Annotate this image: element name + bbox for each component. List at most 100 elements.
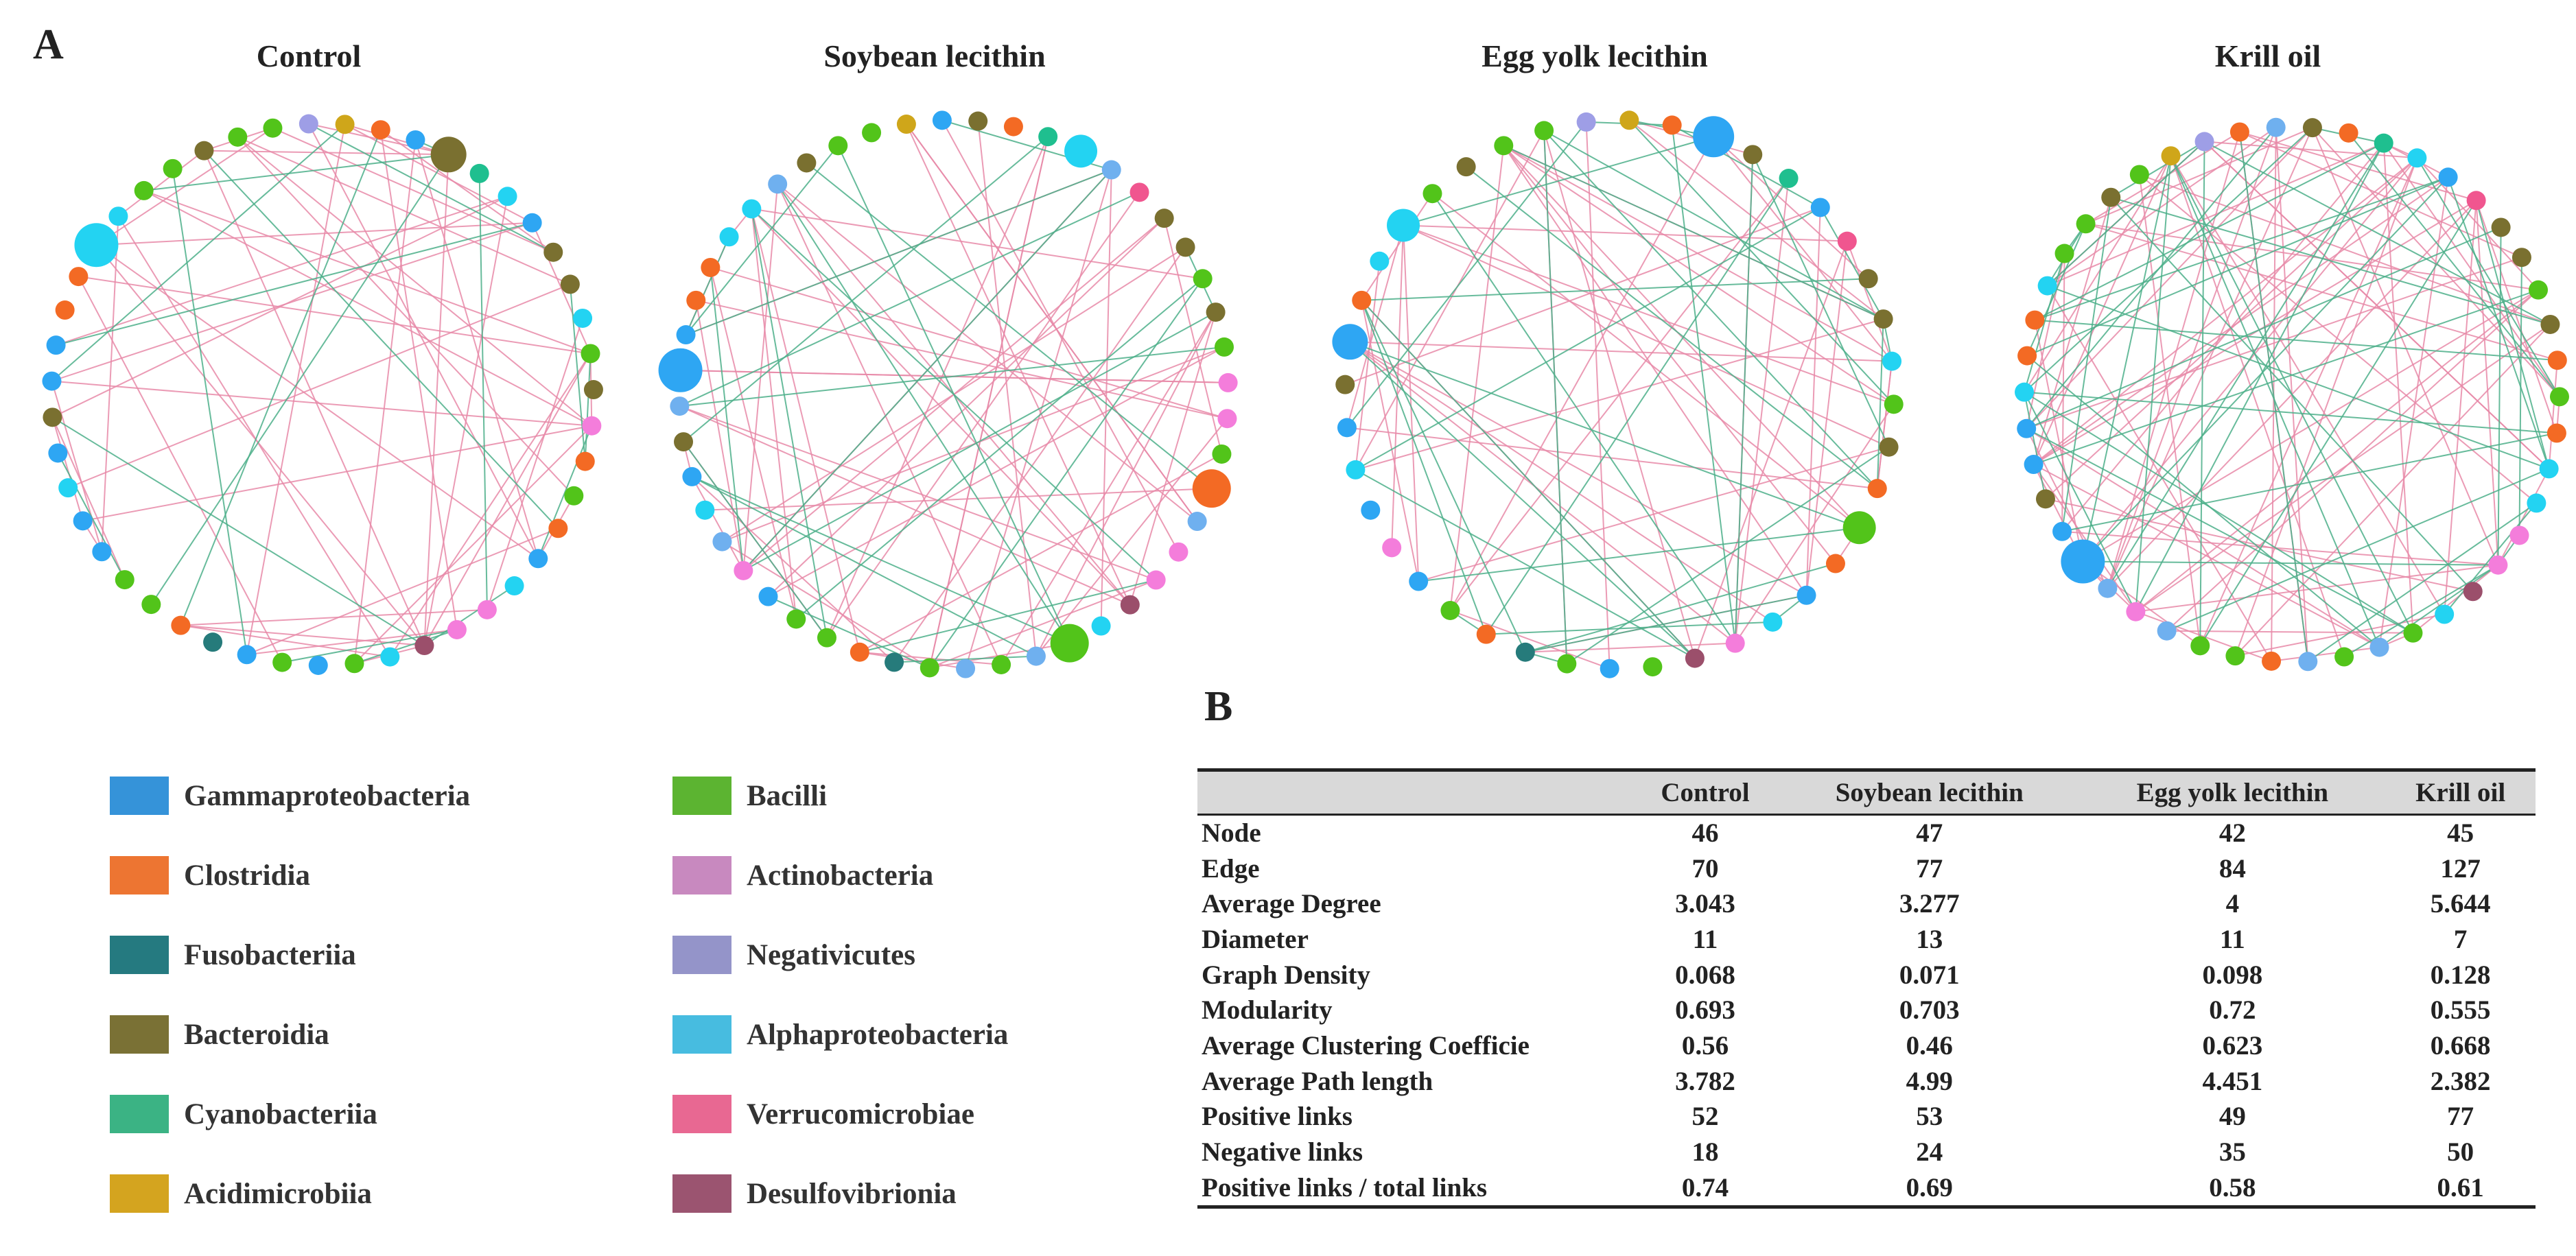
network-title-egg-yolk: Egg yolk lecithin: [1482, 38, 1708, 73]
network-node: [2374, 133, 2393, 153]
negative-link: [478, 173, 488, 610]
negative-link: [2110, 141, 2205, 198]
negative-link: [691, 476, 1070, 644]
positive-link: [1346, 225, 1404, 428]
positive-link: [1403, 224, 1847, 242]
network-metrics-table: Control Soybean lecithin Egg yolk lecith…: [1197, 768, 2536, 1209]
positive-link: [2026, 427, 2380, 648]
table-cell: 11: [1692, 925, 1718, 955]
legend-item: Verrucomicrobiae: [672, 1093, 974, 1135]
network-node: [742, 199, 762, 219]
positive-link: [51, 381, 103, 552]
negative-link: [143, 154, 449, 191]
positive-link: [679, 405, 1157, 581]
table-row-label: Negative links: [1202, 1137, 1363, 1168]
table-cell: 127: [2440, 853, 2481, 884]
negative-link: [150, 154, 449, 605]
legend-swatch: [672, 936, 731, 974]
positive-link: [237, 136, 571, 285]
network-node: [1810, 198, 1830, 217]
network-node: [1026, 646, 1046, 666]
network-node: [1218, 372, 1238, 392]
negative-link: [1876, 319, 1884, 489]
legend-swatch: [110, 856, 169, 894]
network-node: [1779, 169, 1799, 189]
positive-link: [2047, 126, 2277, 287]
positive-link: [67, 283, 571, 489]
network-node: [2334, 647, 2354, 667]
network-node: [1335, 375, 1355, 394]
network-node: [2017, 346, 2037, 366]
legend-label: Fusobacteriia: [184, 938, 356, 971]
positive-link: [751, 209, 860, 652]
positive-link: [777, 183, 1198, 522]
table-header-row: Control Soybean lecithin Egg yolk lecith…: [1197, 770, 2536, 815]
positive-link: [2024, 155, 2172, 393]
positive-link: [2378, 177, 2449, 648]
legend-item: Cyanobacteriia: [110, 1093, 377, 1135]
table-row: Average Clustering Coefficie 0.56 0.46 0.62…: [1197, 1028, 2536, 1064]
negative-link: [2307, 502, 2537, 663]
network-node: [1515, 642, 1535, 662]
network-node: [497, 187, 517, 206]
positive-link: [1846, 241, 1893, 362]
positive-link: [767, 217, 1165, 597]
table-header-egg-yolk: Egg yolk lecithin: [2136, 778, 2329, 807]
positive-link: [2412, 564, 2499, 634]
table-cell: 0.703: [1899, 995, 1960, 1026]
network-node: [528, 549, 548, 569]
legend-label: Verrucomicrobiae: [747, 1098, 974, 1130]
network-node: [2194, 132, 2214, 152]
network-node: [695, 500, 715, 520]
positive-link: [308, 123, 449, 156]
positive-link: [2033, 155, 2172, 465]
negative-link: [806, 162, 1213, 489]
network-node: [719, 227, 739, 247]
positive-link: [1450, 610, 1611, 670]
table-row: Average Degree 3.043 3.277 4 5.644: [1197, 886, 2536, 922]
positive-link: [2061, 253, 2065, 532]
panel-label-a: A: [33, 21, 64, 68]
network-node: [734, 560, 753, 580]
positive-link: [1503, 145, 1836, 565]
negative-link: [2061, 432, 2557, 532]
legend-item: Bacilli: [672, 775, 827, 816]
table-cell: 70: [1691, 853, 1719, 884]
network-node: [2052, 521, 2072, 541]
network-node: [2466, 191, 2486, 211]
legend-item: Actinobacteria: [672, 855, 933, 896]
network-node: [1169, 542, 1189, 562]
network-node: [2037, 276, 2057, 296]
network-node: [1643, 657, 1663, 677]
positive-link: [1629, 119, 1753, 156]
network-node: [504, 576, 524, 596]
negative-link: [685, 236, 730, 335]
positive-link: [307, 123, 539, 559]
table-cell: 0.46: [1906, 1031, 1953, 1061]
positive-link: [380, 129, 554, 253]
network-node: [194, 141, 214, 161]
network-node: [2101, 187, 2121, 207]
positive-link: [2475, 200, 2499, 565]
network-node: [712, 532, 732, 552]
network-title-control: Control: [256, 38, 362, 73]
network-node: [2161, 146, 2181, 166]
table-row-label: Edge: [1202, 853, 1260, 884]
legend-swatch: [672, 1095, 731, 1133]
positive-link: [180, 624, 425, 647]
table-row: Positive links 52 53 49 77: [1197, 1099, 2536, 1135]
table-cell: 4.451: [2202, 1066, 2263, 1096]
positive-link: [1449, 145, 1505, 611]
positive-link: [2235, 613, 2445, 657]
network-node: [1576, 112, 1596, 132]
network-node: [1842, 511, 1876, 545]
network-node: [1193, 269, 1213, 289]
network-node: [1619, 110, 1639, 130]
negative-link: [2061, 197, 2112, 532]
positive-link: [1694, 241, 1848, 659]
network-node: [2527, 493, 2546, 513]
network-node: [896, 115, 916, 134]
network-node: [414, 636, 434, 656]
network-node: [2511, 248, 2531, 268]
positive-link: [1403, 224, 1895, 405]
